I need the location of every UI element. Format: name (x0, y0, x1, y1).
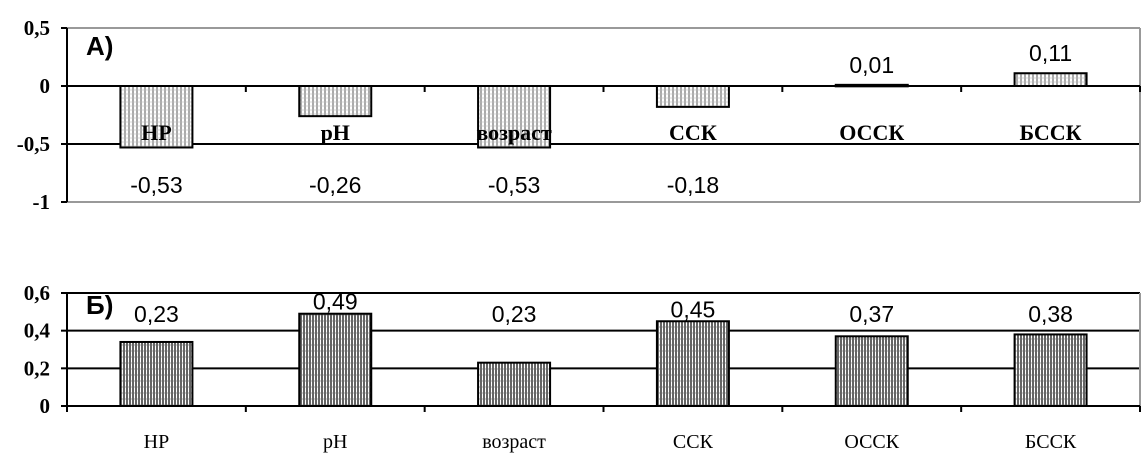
category-label: pH (323, 431, 347, 453)
data-label: 0,49 (313, 289, 358, 315)
bar (298, 85, 373, 118)
data-label: 0,01 (849, 52, 894, 78)
category-label: возраст (482, 431, 546, 453)
category-label: БССК (1020, 120, 1082, 145)
panel-label: Б) (86, 290, 113, 320)
data-label: 0,37 (849, 301, 894, 327)
y-tick-label: 0,5 (24, 16, 50, 40)
category-label: БССК (1025, 431, 1077, 453)
bar (298, 312, 373, 408)
y-tick-label: -0,5 (17, 132, 50, 156)
category-label: НР (141, 120, 172, 145)
y-tick-label: 0 (40, 394, 51, 418)
y-tick-label: 0,4 (24, 319, 51, 343)
bar (655, 85, 730, 108)
y-tick-label: 0 (40, 74, 51, 98)
y-tick-label: 0,6 (24, 281, 50, 305)
data-label: 0,38 (1028, 301, 1073, 327)
category-label: возраст (476, 120, 552, 145)
data-label: 0,45 (671, 296, 716, 322)
chart-panel-a: 0,5 0 -0,5 -1 НР pH возраст ССК ОССК БССК -0,53 -0,… (17, 16, 1141, 214)
y-tick-label: 0,2 (24, 356, 50, 380)
bar (477, 85, 552, 149)
data-label: 0,23 (492, 301, 537, 327)
category-label: ОССК (844, 431, 899, 453)
bar (1013, 72, 1088, 87)
chart-panel-b: 0,6 0,4 0,2 0 НР pH возраст ССК ОССК БССК 0,23 0,49… (24, 281, 1141, 453)
data-label: -0,53 (488, 172, 540, 198)
data-label: -0,26 (309, 172, 361, 198)
category-label: ССК (669, 120, 717, 145)
category-label: ОССК (839, 120, 904, 145)
category-label: НР (144, 431, 170, 453)
bar (655, 320, 730, 407)
bar (119, 340, 194, 408)
data-label: 0,23 (134, 301, 179, 327)
data-label: 0,11 (1029, 40, 1072, 66)
panel-label: А) (86, 31, 113, 61)
y-tick-label: -1 (33, 190, 51, 214)
category-label: ССК (673, 431, 714, 453)
data-label: -0,18 (667, 172, 719, 198)
category-label: pH (321, 120, 350, 145)
data-label: -0,53 (130, 172, 182, 198)
bar (834, 335, 909, 408)
bar (1013, 333, 1088, 407)
bar (477, 361, 552, 407)
